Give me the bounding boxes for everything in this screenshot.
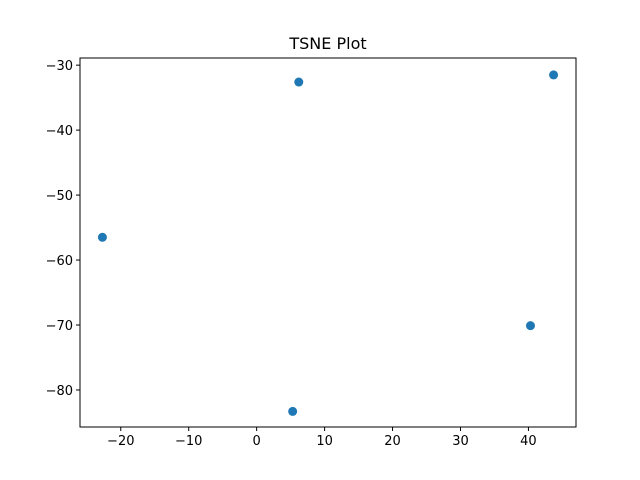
scatter-point [294,77,304,87]
x-axis: −20 −10 0 10 20 30 40 [107,427,537,449]
x-tick-label: −10 [175,434,202,449]
scatter-point [525,321,535,331]
y-tick-label: −70 [46,319,73,334]
x-tick-label: 0 [253,434,261,449]
x-tick-label: −20 [107,434,134,449]
y-tick-label: −50 [46,189,73,204]
data-points [97,70,559,416]
x-tick-label: 20 [384,434,401,449]
chart-title: TSNE Plot [288,34,366,53]
plot-frame [79,57,577,428]
x-tick-label: 10 [316,434,333,449]
y-tick-label: −60 [46,254,73,269]
y-tick-label: −30 [46,59,73,74]
y-tick-label: −80 [46,384,73,399]
y-tick-label: −40 [46,124,73,139]
scatter-point [97,232,107,242]
x-tick-label: 40 [520,434,537,449]
y-axis: −80 −70 −60 −50 −40 −30 [46,59,80,399]
scatter-point [549,70,559,80]
scatter-point [288,406,298,416]
x-tick-label: 30 [452,434,469,449]
